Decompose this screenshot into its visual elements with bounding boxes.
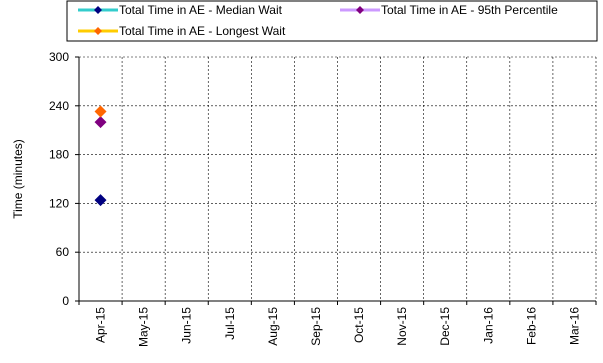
- x-tick-labels: Apr-15 May-15 Jun-15 Jul-15 Aug-15 Sep-15 Oct-…: [94, 307, 582, 347]
- axes: [75, 56, 597, 305]
- legend-marker: [356, 6, 364, 14]
- x-tick-label: Dec-15: [438, 307, 452, 346]
- y-tick-label: 120: [49, 196, 69, 210]
- y-tick-label: 300: [49, 50, 69, 64]
- x-tick-label: Jun-15: [180, 307, 194, 344]
- x-tick-label: Oct-15: [352, 307, 366, 343]
- x-tick-label: Jul-15: [223, 307, 237, 340]
- markers: [94, 105, 107, 207]
- grid: [79, 56, 597, 301]
- x-tick-label: Aug-15: [266, 307, 280, 346]
- x-tick-label: Mar-16: [567, 307, 581, 345]
- x-tick-label: Jan-16: [481, 307, 495, 344]
- legend-items: Total Time in AE - Median Wait Total Time…: [78, 3, 558, 38]
- y-tick-label: 60: [56, 245, 70, 259]
- legend-marker: [94, 6, 102, 14]
- data-point: [94, 116, 107, 129]
- legend-label: Total Time in AE - 95th Percentile: [381, 3, 558, 17]
- data-point: [94, 105, 107, 118]
- x-tick-label: Apr-15: [94, 307, 108, 343]
- legend-label: Total Time in AE - Longest Wait: [119, 24, 286, 38]
- x-tick-label: Sep-15: [309, 307, 323, 346]
- x-tick-label: Nov-15: [395, 307, 409, 346]
- y-tick-label: 240: [49, 99, 69, 113]
- y-tick-labels: 0 60 120 180 240 300: [49, 50, 69, 308]
- legend-marker: [94, 27, 102, 35]
- legend-label: Total Time in AE - Median Wait: [119, 3, 283, 17]
- legend: [66, 0, 598, 42]
- x-tick-label: May-15: [137, 307, 151, 347]
- y-tick-label: 180: [49, 148, 69, 162]
- y-tick-label: 0: [62, 294, 69, 308]
- data-point: [94, 194, 107, 207]
- y-axis-title: Time (minutes): [11, 139, 25, 219]
- x-tick-label: Feb-16: [524, 307, 538, 345]
